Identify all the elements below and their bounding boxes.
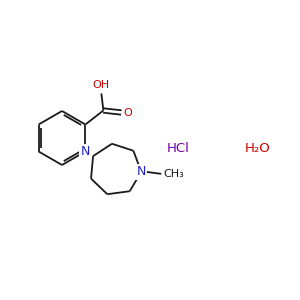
Text: CH₃: CH₃: [163, 169, 184, 179]
Text: H₂O: H₂O: [245, 142, 271, 154]
Text: N: N: [81, 145, 90, 158]
Text: OH: OH: [93, 80, 110, 91]
Text: N: N: [136, 165, 146, 178]
Text: O: O: [123, 107, 132, 118]
Text: HCl: HCl: [167, 142, 189, 154]
